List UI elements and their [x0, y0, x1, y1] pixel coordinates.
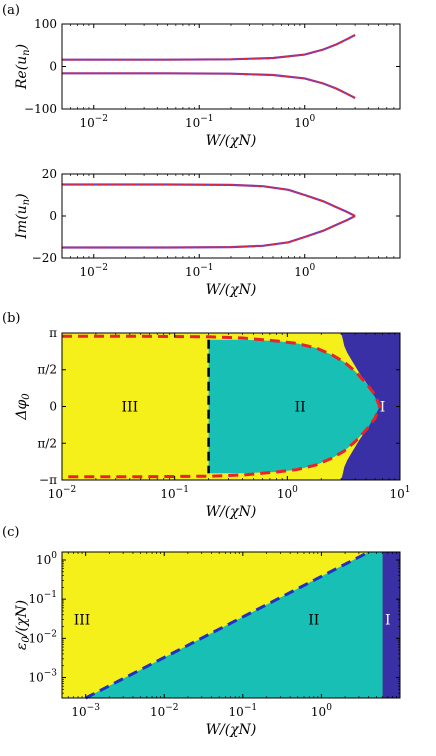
x-tick-label: 10−1: [185, 263, 214, 279]
x-tick-label: 10−2: [79, 114, 108, 130]
region-label-III: III: [74, 613, 91, 629]
x-axis-label: W/(χN): [206, 504, 257, 520]
x-tick-label: 100: [294, 263, 315, 279]
x-tick-label: 10−1: [160, 485, 189, 501]
region-label-II: II: [295, 400, 306, 416]
x-axis-label: W/(χN): [206, 722, 257, 738]
region-I-fill: [382, 552, 400, 698]
y-axis-label: Δφ0: [14, 393, 32, 421]
chart-c: III II I10−3 10−2 10−1 10010010−110−210−3W/(χ…: [14, 550, 401, 738]
series-line-3: [62, 215, 356, 249]
series-line-2: [62, 183, 356, 217]
series-line-1: [62, 215, 356, 249]
y-tick-label: −20: [32, 251, 57, 265]
x-axis-label: W/(χN): [206, 282, 257, 298]
y-tick-label: 0: [49, 400, 57, 414]
series-line-3: [62, 72, 356, 99]
y-tick-label: 10−3: [28, 669, 57, 685]
panel-label-a: (a): [2, 3, 20, 18]
x-tick-label: 10−2: [150, 703, 179, 719]
y-tick-label: 10−1: [28, 590, 57, 606]
y-tick-label: 10−2: [28, 629, 57, 645]
region-II-fill: [208, 339, 380, 474]
x-tick-label: 10−2: [79, 263, 108, 279]
chart-a1: 10−2 10−1 100 100 0 −100 W/(χN) Re(un): [14, 17, 401, 149]
y-tick-label: 20: [42, 167, 57, 181]
y-tick-label: 0: [49, 60, 57, 74]
region-I-fill: [341, 333, 400, 480]
y-tick-label: −π: [39, 473, 57, 487]
y-axis-label: ε0/(χN): [14, 600, 32, 650]
y-tick-label: π/2: [37, 363, 57, 377]
chart-a2: 10−2 10−1 100 20 0 −20 W/(χN) Im(un): [14, 167, 401, 298]
y-tick-label: 100: [34, 17, 57, 31]
series-line-1: [62, 72, 356, 99]
x-tick-label: 10−2: [48, 485, 77, 501]
x-tick-label: 101: [389, 485, 410, 501]
panel-label-c: (c): [2, 525, 19, 540]
region-II-fill: [85, 552, 383, 698]
y-axis-label: Im(un): [14, 193, 32, 239]
series-line-0: [62, 183, 356, 217]
y-tick-label: π: [49, 326, 57, 340]
region-label-III: III: [122, 400, 139, 416]
panel-label-b: (b): [2, 311, 20, 326]
x-axis-label: W/(χN): [206, 133, 257, 149]
series-line-0: [62, 34, 356, 61]
x-tick-label: 100: [311, 703, 332, 719]
x-tick-label: 10−3: [71, 703, 100, 719]
region-label-I: I: [385, 613, 391, 629]
boundary-dashed-red: [62, 334, 382, 479]
y-tick-label: 0: [49, 209, 57, 223]
region-label-II: II: [308, 613, 319, 629]
boundary-dashed-blue: [84, 550, 370, 700]
y-axis-label: Re(un): [14, 44, 32, 90]
series-line-2: [62, 34, 356, 61]
plot-frame: [61, 173, 401, 259]
y-tick-label: −100: [24, 102, 57, 116]
region-label-I: I: [380, 400, 386, 416]
y-tick-label: 100: [36, 551, 57, 567]
x-tick-label: 10−1: [229, 703, 258, 719]
y-tick-label: π/2: [37, 436, 57, 450]
x-tick-label: 10−1: [185, 114, 214, 130]
x-tick-label: 100: [277, 485, 298, 501]
x-tick-label: 100: [294, 114, 315, 130]
